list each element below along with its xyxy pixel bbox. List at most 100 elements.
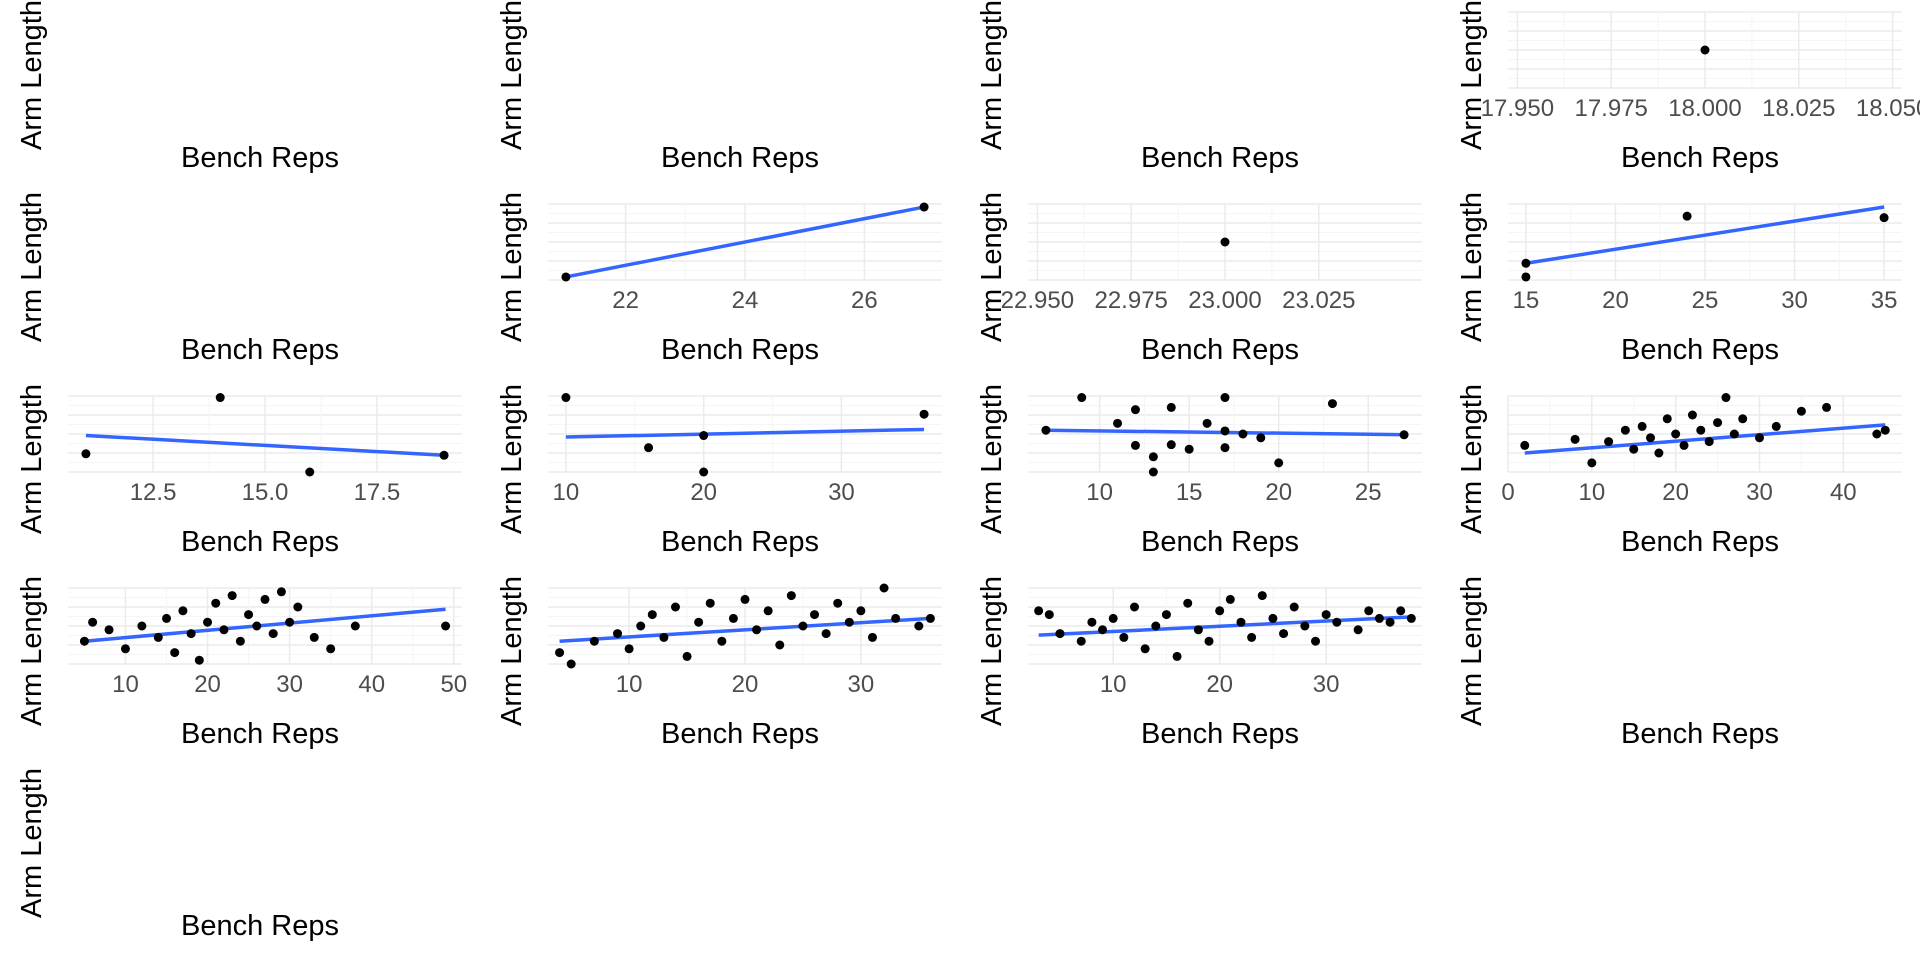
x-axis-label: Bench Reps [1141,142,1299,174]
data-point [1620,425,1630,435]
data-point [1076,636,1086,646]
x-tick-label: 22.950 [1001,287,1074,314]
panel-grid [1028,203,1422,281]
data-point [293,602,303,612]
data-point [276,587,286,597]
trend-line [84,607,446,643]
data-point [1247,632,1257,642]
facet-panel: Bench Reps Arm Length [496,0,819,174]
x-tick-label: 25 [1692,287,1719,314]
data-point [1880,425,1890,435]
y-axis-label: Arm Length [496,192,528,342]
data-point [647,610,657,620]
x-tick-label: 10 [553,479,580,506]
x-tick-label: 10 [1578,479,1605,506]
y-axis-label: Arm Length [496,576,528,726]
x-tick-label: 10 [1100,671,1127,698]
data-point [1771,421,1781,431]
data-point [914,621,924,631]
data-point [1521,272,1531,282]
x-tick-label: 12.5 [130,479,177,506]
data-point [1113,418,1123,428]
x-tick-label: 18.025 [1762,95,1835,122]
y-axis-label: Arm Length [16,768,48,918]
data-point [1332,617,1342,627]
data-point [326,644,336,654]
x-axis-label: Bench Reps [1141,718,1299,750]
data-point [1374,613,1384,623]
data-point [856,606,866,616]
x-tick-label: 0 [1501,479,1514,506]
data-point [1220,237,1230,247]
data-point [1353,625,1363,635]
data-point [589,636,599,646]
data-point [1130,405,1140,415]
data-point [1166,402,1176,412]
data-point [728,613,738,623]
data-point [235,636,245,646]
x-tick-label: 10 [112,671,139,698]
data-point [252,621,262,631]
data-point [1521,258,1531,268]
data-point [1700,45,1710,55]
x-tick-label: 40 [358,671,385,698]
y-axis-label: Arm Length [976,192,1008,342]
data-point [1671,429,1681,439]
data-point [1311,636,1321,646]
data-point [1704,437,1714,447]
data-point [1256,433,1266,443]
data-point [268,629,278,639]
x-axis-label: Bench Reps [181,526,339,558]
facet-panel: Bench Reps Arm Length 12.5 15.0 17.5 [16,384,462,558]
x-axis-label: Bench Reps [181,910,339,942]
data-point [1729,429,1739,439]
data-point [1215,606,1225,616]
x-tick-label: 20 [690,479,717,506]
data-point [1183,598,1193,608]
data-point [879,583,889,593]
data-point [919,202,929,212]
facet-panel: Bench Reps Arm Length 10 20 30 [496,384,942,558]
data-point [1654,448,1664,458]
data-point [1754,433,1764,443]
facet-panel: Bench Reps Arm Length [16,768,339,942]
data-point [81,449,91,459]
x-axis-label: Bench Reps [1621,334,1779,366]
data-point [79,636,89,646]
data-point [1662,414,1672,424]
facet-panel: Bench Reps Arm Length [16,192,339,366]
x-tick-label: 20 [1662,479,1689,506]
data-point [1587,458,1597,468]
data-point [763,606,773,616]
y-axis-label: Arm Length [16,0,48,150]
data-point [439,450,449,460]
x-axis-label: Bench Reps [1141,526,1299,558]
data-point [1300,621,1310,631]
y-axis-label: Arm Length [1456,576,1488,726]
data-point [1193,625,1203,635]
data-point [694,617,704,627]
data-point [1721,393,1731,403]
x-tick-label: 15.0 [242,479,289,506]
data-point [260,594,270,604]
panel-grid [1028,587,1422,665]
data-point [1682,211,1692,221]
trend-line [1524,423,1886,455]
data-point [1274,458,1284,468]
data-point [285,617,295,627]
x-tick-label: 17.5 [354,479,401,506]
data-point [1238,429,1248,439]
data-point [203,617,213,627]
x-tick-label: 24 [732,287,759,314]
data-point [786,591,796,601]
panel-grid [68,395,462,473]
data-point [1289,602,1299,612]
x-tick-label: 23.000 [1188,287,1261,314]
y-axis-label: Arm Length [16,384,48,534]
data-point [699,431,709,441]
x-axis-label: Bench Reps [181,718,339,750]
x-axis-label: Bench Reps [1141,334,1299,366]
y-axis-label: Arm Length [496,384,528,534]
data-point [891,613,901,623]
x-tick-label: 20 [1265,479,1292,506]
